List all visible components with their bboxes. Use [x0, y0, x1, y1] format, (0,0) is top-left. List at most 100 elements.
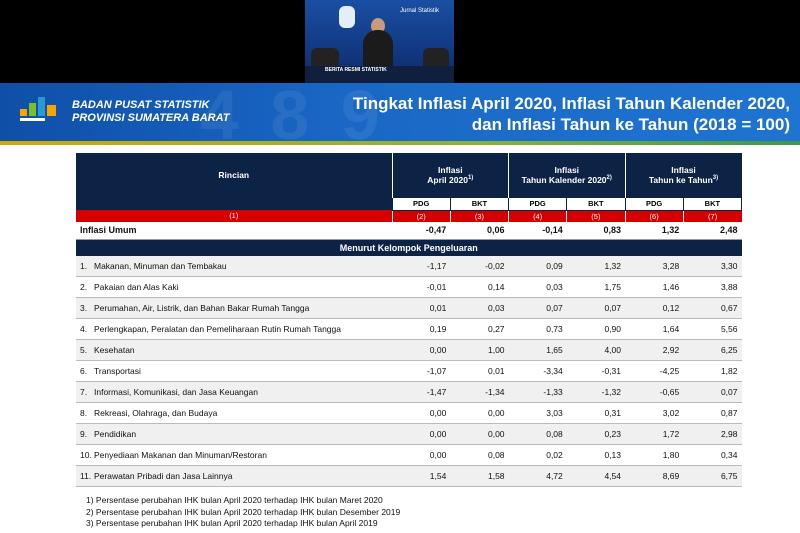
kelompok-header-row: Menurut Kelompok Pengeluaran — [76, 239, 742, 256]
cell-value: -0,65 — [625, 381, 684, 403]
cell-value: 4,00 — [566, 339, 625, 361]
column-number: (2) — [391, 210, 451, 222]
footnote: 2) Persentase perubahan IHK bulan April … — [86, 506, 401, 517]
chair — [311, 48, 339, 70]
cell-value: -0,47 — [392, 221, 451, 240]
row-number: 7. — [80, 386, 88, 397]
cell-value: 6,25 — [683, 339, 742, 361]
cell-value: -0,31 — [566, 360, 625, 382]
organization-name: BADAN PUSAT STATISTIK PROVINSI SUMATERA … — [72, 99, 229, 125]
cell-value: 0,08 — [450, 444, 509, 466]
row-label: 6. Transportasi — [76, 360, 393, 382]
cell-value: 0,34 — [683, 444, 742, 466]
row-number: 8. — [80, 407, 88, 418]
row-label: 8. Rekreasi, Olahraga, dan Budaya — [76, 402, 393, 424]
cell-value: 1,58 — [450, 465, 509, 487]
cell-value: 2,98 — [683, 423, 742, 445]
cell-value: 3,88 — [683, 276, 742, 298]
row-label: 7. Informasi, Komunikasi, dan Jasa Keuang… — [76, 381, 393, 403]
cell-value: 4,54 — [566, 465, 625, 487]
cell-value: 0,12 — [625, 297, 684, 319]
footnote: 1) Persentase perubahan IHK bulan April … — [86, 495, 383, 505]
row-label-text: Perumahan, Air, Listrik, dan Bahan Bakar… — [94, 302, 310, 313]
group-2-line-1: Inflasi — [554, 164, 580, 175]
kelompok-rows: 1. Makanan, Minuman dan Tembakau -1,17 -0,0… — [76, 255, 742, 487]
column-number: (3) — [449, 210, 509, 222]
title-line-1: Tingkat Inflasi April 2020, Inflasi Tahu… — [352, 94, 790, 113]
cell-value: 1,32 — [566, 255, 625, 277]
subheader-cell: BKT — [449, 196, 510, 211]
row-label-text: Makanan, Minuman dan Tembakau — [94, 260, 227, 271]
slide-title: Tingkat Inflasi April 2020, Inflasi Tahu… — [353, 93, 790, 135]
banner-decoration: 4 8 9 — [200, 83, 386, 141]
cell-value: -1,07 — [392, 360, 451, 382]
group-2-label: Tahun Kalender 2020 — [521, 174, 607, 185]
row-label-text: Transportasi — [94, 365, 141, 376]
row-label: 5. Kesehatan — [76, 339, 393, 361]
cell-value: 1,82 — [683, 360, 742, 382]
subheader-cell: PDG — [508, 196, 568, 211]
header-group-3: Inflasi Tahun ke Tahun3) — [624, 153, 742, 197]
header-rincian: Rincian — [76, 153, 393, 197]
header-group-1: Inflasi April 20201) — [391, 153, 509, 197]
bps-logo-icon — [20, 97, 56, 121]
row-label-text: Informasi, Komunikasi, dan Jasa Keuangan — [94, 386, 258, 397]
cell-value: 0,03 — [508, 276, 567, 298]
row-label: 2. Pakaian dan Alas Kaki — [76, 276, 393, 298]
table-row: 11. Perawatan Pribadi dan Jasa Lainnya 1,5… — [76, 465, 742, 487]
cell-value: 0,07 — [566, 297, 625, 319]
table-body: Inflasi Umum -0,47 0,06 -0,14 0,83 1,32 … — [76, 221, 742, 256]
cell-value: 3,02 — [625, 402, 684, 424]
group-3-sup: 3) — [712, 174, 719, 181]
table-row: 6. Transportasi -1,07 0,01 -3,34 -0,31 -4,25 1,… — [76, 360, 742, 382]
row-label-text: Pendidikan — [94, 428, 137, 439]
slide-banner: 4 8 9 BADAN PUSAT STATISTIK PROVINSI SUM… — [0, 83, 800, 141]
cell-value: 0,00 — [392, 444, 451, 466]
group-3-label: Tahun ke Tahun — [648, 174, 713, 185]
group-1-line-1: Inflasi — [438, 164, 463, 175]
row-number: 6. — [80, 365, 88, 376]
presenter-video: Jurnal Statistik BERITA RESMI STATISTIK — [305, 0, 454, 83]
row-label: Inflasi Umum — [76, 221, 393, 240]
cell-value: 1,65 — [508, 339, 567, 361]
row-number: 10. — [80, 449, 92, 460]
cell-value: 0,87 — [683, 402, 742, 424]
column-number: (4) — [508, 210, 567, 222]
cell-value: 1,72 — [625, 423, 684, 445]
table-subheader-row: PDG BKT PDG BKT PDG BKT — [76, 196, 743, 211]
cell-value: 0,23 — [566, 423, 625, 445]
cell-value: 8,69 — [625, 465, 684, 487]
cell-value: 1,80 — [625, 444, 684, 466]
cell-value: -1,34 — [450, 381, 509, 403]
inflasi-umum-row: Inflasi Umum -0,47 0,06 -0,14 0,83 1,32 … — [76, 221, 742, 240]
cell-value: 0,01 — [392, 297, 451, 319]
cell-value: 0,13 — [566, 444, 625, 466]
cell-value: 0,19 — [392, 318, 451, 340]
video-logo-text: Jurnal Statistik — [400, 8, 440, 14]
cell-value: 0,00 — [392, 339, 451, 361]
cell-value: 0,73 — [508, 318, 567, 340]
row-label: 3. Perumahan, Air, Listrik, dan Bahan Bak… — [76, 297, 393, 319]
footnote: 3) Persentase perubahan IHK bulan April … — [86, 518, 378, 528]
column-number: (5) — [566, 210, 625, 222]
group-2-sup: 2) — [606, 174, 612, 181]
cell-value: 0,00 — [450, 423, 509, 445]
cell-value: 3,03 — [508, 402, 567, 424]
cell-value: 0,31 — [566, 402, 625, 424]
cell-value: 0,07 — [683, 381, 742, 403]
cell-value: -3,34 — [508, 360, 567, 382]
cell-value: -0,01 — [392, 276, 451, 298]
inflation-table: Rincian Inflasi April 20201) Inflasi Tah… — [76, 153, 743, 487]
header-group-2: Inflasi Tahun Kalender 20202) — [508, 153, 625, 197]
cell-value: 0,67 — [683, 297, 742, 319]
banner-stripe — [0, 141, 800, 145]
row-number: 11. — [80, 470, 92, 481]
cell-value: -1,17 — [392, 255, 451, 277]
cell-value: -1,33 — [508, 381, 567, 403]
column-number: (6) — [624, 210, 684, 222]
table-row: 5. Kesehatan 0,00 1,00 1,65 4,00 2,92 6,25 — [76, 339, 742, 361]
column-number: (1) — [76, 210, 393, 222]
group-2-line-2: Tahun Kalender 20202) — [513, 175, 620, 185]
cell-value: 0,00 — [450, 402, 509, 424]
cell-value: 1,75 — [566, 276, 625, 298]
